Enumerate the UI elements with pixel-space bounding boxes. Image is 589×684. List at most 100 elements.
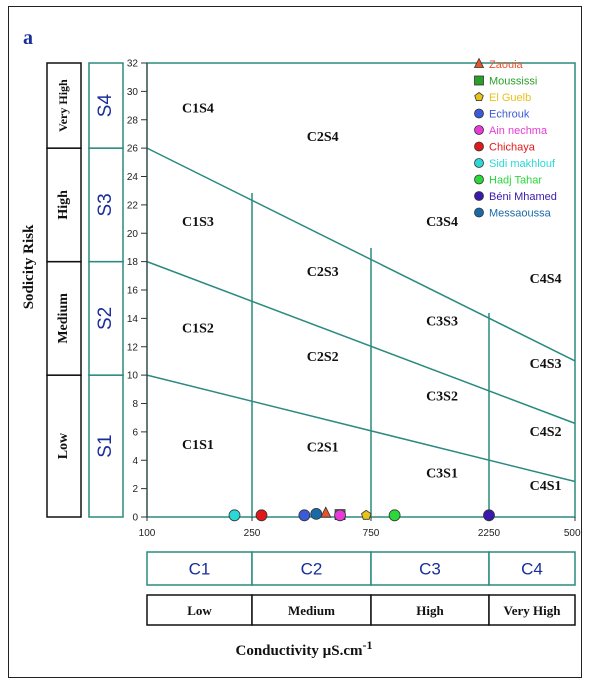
legend-entry-chichaya: Chichaya [489, 142, 536, 154]
salinity-level-box [251, 594, 372, 626]
zone-label-c3s3: C3S3 [426, 314, 458, 329]
salinity-class-label: C3 [419, 560, 441, 579]
y-tick-label: 28 [127, 115, 139, 126]
legend-entry-zaouia: Zaouia [489, 59, 524, 71]
x-tick-label: 250 [244, 528, 261, 539]
legend-entry-messaoussa: Messaoussa [489, 208, 552, 220]
zone-label-c2s2: C2S2 [307, 350, 339, 365]
zone-label-c4s2: C4S2 [530, 425, 562, 440]
data-point-el-guelb [361, 509, 372, 520]
sodicity-class-label: S2 [95, 307, 116, 330]
zone-label-c4s4: C4S4 [530, 272, 562, 287]
figure-frame: a 0 2 4 6 8 10 12 14 16 18 20 22 24 26 28 30 32 100 250 750… [8, 6, 582, 678]
legend-marker-b-ni-mhamed [474, 191, 484, 201]
y-tick-label: 16 [127, 286, 139, 297]
legend-entry-hadj-tahar: Hadj Tahar [489, 175, 542, 187]
y-tick-label: 10 [127, 371, 139, 382]
x-axis-title: Conductivity µS.cm-1 [236, 638, 373, 659]
sodicity-class-box [88, 374, 124, 518]
sodicity-level-box [46, 260, 82, 376]
panel-label: a [23, 27, 33, 49]
salinity-class-label: C2 [301, 560, 323, 579]
legend-entry-b-ni-mhamed: Béni Mhamed [489, 191, 557, 203]
y-tick-label: 14 [127, 314, 139, 325]
salinity-level-box [370, 594, 490, 626]
sodicity-class-box [88, 260, 124, 376]
zone-label-c4s1: C4S1 [530, 479, 562, 494]
zone-label-c3s2: C3S2 [426, 390, 458, 405]
legend-marker-moussissi [474, 75, 484, 86]
y-tick-label: 8 [132, 399, 138, 410]
legend-marker-sidi-makhlouf [474, 158, 484, 168]
legend-marker-el-guelb [474, 92, 484, 101]
legend-entry-el-guelb: El Guelb [489, 92, 531, 104]
y-tick-label: 22 [127, 200, 139, 211]
zone-label-c2s1: C2S1 [307, 441, 339, 456]
y-axis-title: Sodicity Risk [21, 224, 37, 309]
sodicity-class-label: S1 [95, 434, 116, 457]
y-tick-label: 18 [127, 257, 139, 268]
legend-marker-ain-nechma [474, 125, 484, 135]
salinity-level-label: High [416, 603, 444, 618]
y-tick-label: 0 [132, 513, 138, 524]
x-tick-label: 2250 [478, 528, 501, 539]
y-tick-label: 12 [127, 342, 139, 353]
zone-label-c1s2: C1S2 [182, 322, 214, 337]
legend-entry-ain-nechma: Ain nechma [489, 125, 548, 137]
zone-label-c1s1: C1S1 [182, 438, 214, 453]
sodicity-level-box [46, 62, 82, 149]
zone-label-c3s1: C3S1 [426, 466, 458, 481]
sodicity-level-label: Medium [56, 293, 71, 344]
y-tick-label: 30 [127, 87, 139, 98]
sodicity-level-box [46, 374, 82, 518]
salinity-class-label: C1 [189, 560, 211, 579]
salinity-class-label: C4 [521, 560, 543, 579]
zone-label-c3s4: C3S4 [426, 215, 458, 230]
y-tick-label: 20 [127, 229, 139, 240]
zone-label-c1s4: C1S4 [182, 102, 214, 117]
data-point-ain-nechma [334, 509, 346, 522]
sodicity-level-box [46, 147, 82, 263]
legend-marker-chichaya [474, 141, 484, 152]
sodicity-class-label: S3 [95, 193, 116, 216]
x-tick-label: 750 [363, 528, 380, 539]
salinity-class-box [146, 551, 253, 586]
salinity-level-label: Medium [288, 603, 335, 618]
legend-entry-echrouk: Echrouk [489, 109, 530, 121]
class-boundary-line [146, 260, 576, 425]
zone-label-c2s4: C2S4 [307, 130, 339, 145]
legend-marker-echrouk [474, 108, 484, 119]
data-point-chichaya [255, 509, 268, 522]
x-tick-label: 5000 [564, 528, 581, 539]
sodicity-level-label: Very High [56, 79, 70, 132]
y-tick-label: 26 [127, 144, 139, 155]
salinity-class-box [370, 551, 490, 586]
class-boundary-line [146, 147, 576, 362]
salinity-level-label: Low [187, 603, 212, 618]
data-point-zaouia [320, 506, 332, 518]
zone-label-c2s3: C2S3 [307, 265, 339, 280]
sodicity-level-label: Low [56, 432, 71, 459]
legend-entry-moussissi: Moussissi [489, 76, 537, 88]
legend-marker-messaoussa [474, 207, 484, 218]
salinity-class-box [488, 551, 576, 586]
sodicity-class-label: S4 [95, 94, 116, 118]
sodicity-level-label: High [56, 190, 71, 220]
y-tick-label: 6 [132, 427, 138, 438]
y-tick-label: 4 [132, 456, 138, 467]
data-point-messaoussa [310, 507, 323, 520]
data-point-sidi-makhlouf [228, 509, 241, 522]
legend-marker-zaouia [473, 57, 485, 68]
class-boundary-line [146, 374, 576, 483]
zone-label-c1s3: C1S3 [182, 215, 214, 230]
data-point-hadj-tahar [388, 509, 401, 522]
legend-entry-sidi-makhlouf: Sidi makhlouf [489, 158, 556, 170]
salinity-level-label: Very High [504, 603, 562, 618]
y-tick-label: 32 [127, 59, 139, 70]
y-tick-label: 24 [127, 172, 139, 183]
sodicity-class-box [88, 147, 124, 263]
data-point-echrouk [298, 509, 311, 522]
sodicity-class-box [88, 62, 124, 149]
y-tick-label: 2 [132, 484, 138, 495]
